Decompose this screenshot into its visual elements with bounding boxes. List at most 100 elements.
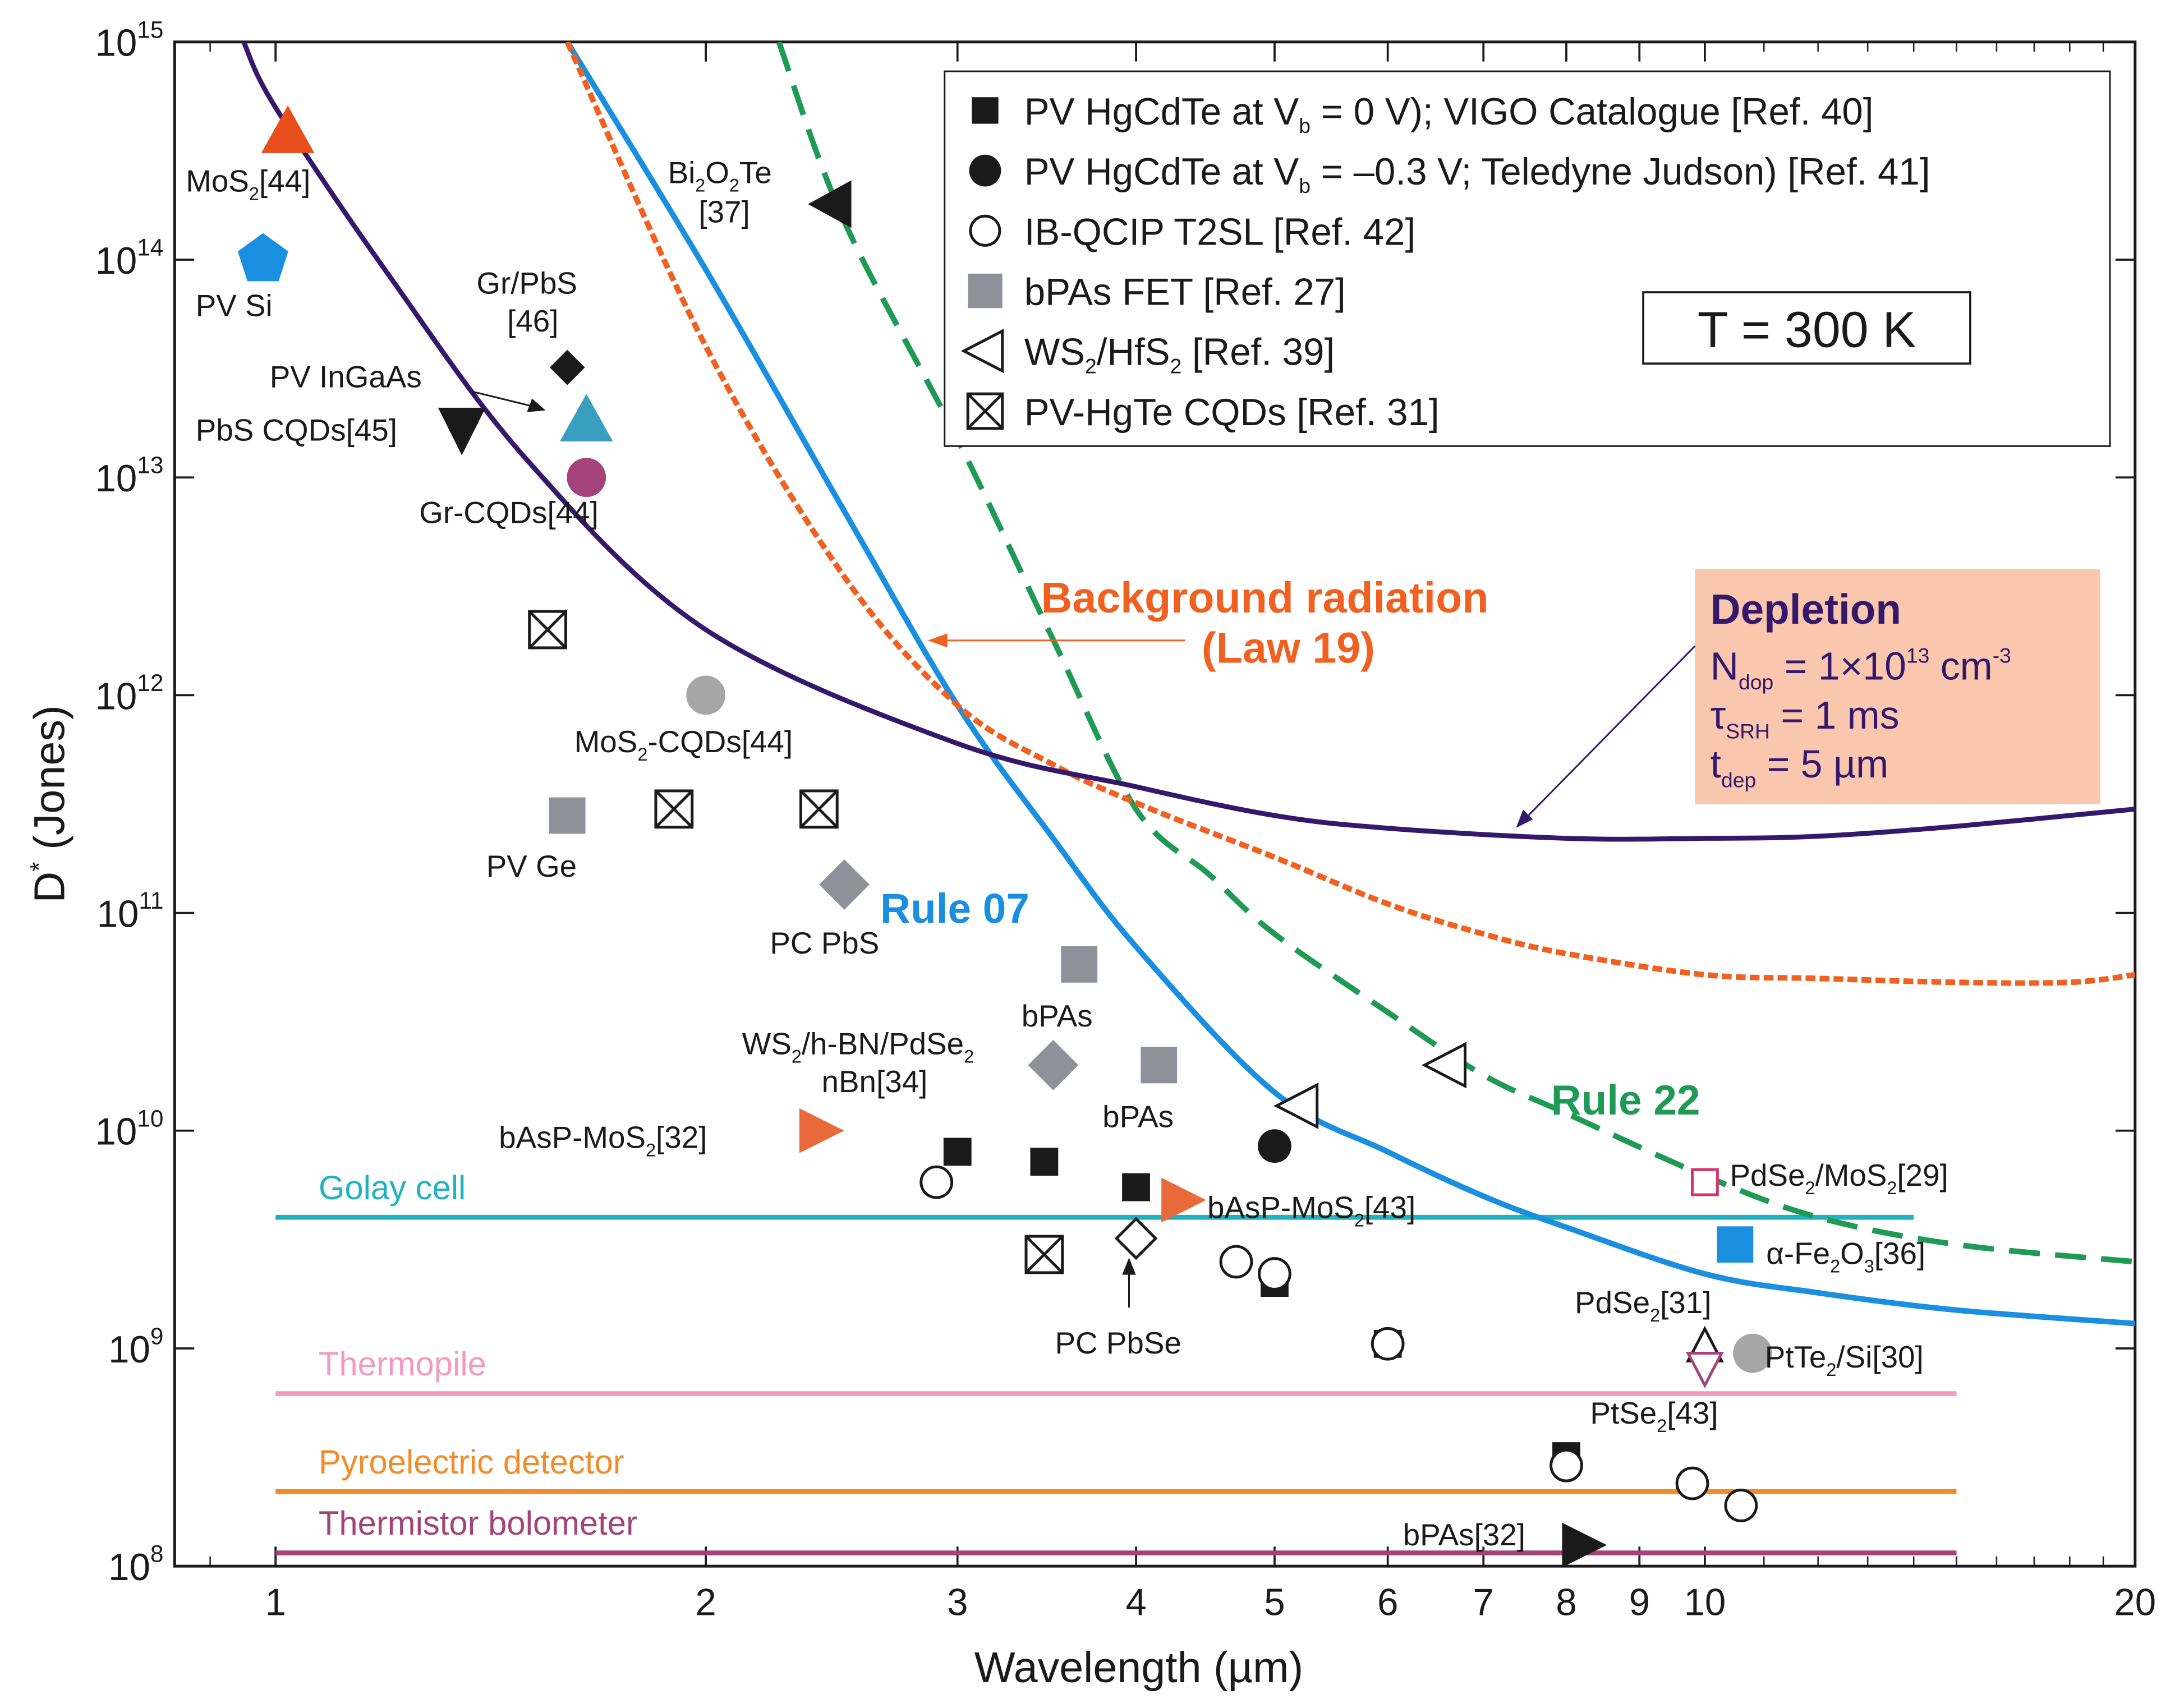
y-tick-label-8: 108 xyxy=(108,1541,163,1589)
rule22-label: Rule 22 xyxy=(1551,1076,1700,1124)
label-ptte2-si: PtTe2/Si[30] xyxy=(1765,1339,1924,1380)
y-tick-label-15: 1015 xyxy=(95,16,164,64)
point-ib-qcip-t2sl-0 xyxy=(919,1165,954,1199)
y-tick-label-11: 1011 xyxy=(97,887,164,935)
y-tick-label-13: 1013 xyxy=(95,452,164,500)
point-pv-hgcdte-at-vb-0-3-v-teledyne-judson-0-shape xyxy=(1258,1129,1291,1163)
label-pdse2-31: PdSe2[31] xyxy=(1575,1285,1711,1325)
x-tick-label-3: 3 xyxy=(947,1581,968,1623)
legend-box xyxy=(944,70,2111,447)
point-pv-ingaas xyxy=(559,394,613,441)
y-tick-label-14: 1014 xyxy=(95,234,164,282)
point-pv-hgcdte-at-vb-0-3-v-teledyne-judson-0 xyxy=(1258,1129,1291,1163)
point-ws2-hfs2-1 xyxy=(1421,1042,1467,1089)
legend-label-1: PV HgCdTe at Vb = –0.3 V; Teledyne Judso… xyxy=(1024,151,1930,197)
x-axis-title: Wavelength (µm) xyxy=(974,1643,1303,1692)
x-tick-label-2: 2 xyxy=(695,1581,716,1623)
background-label-line2: (Law 19) xyxy=(1202,624,1375,673)
point-gr-cqds-44 xyxy=(567,458,606,498)
point-ib-qcip-t2sl-3-shape xyxy=(1371,1327,1405,1361)
point-ib-qcip-t2sl-2 xyxy=(1258,1257,1291,1291)
label-pv-ge: PV Ge xyxy=(486,849,577,883)
curves-layer xyxy=(241,42,2135,1327)
point-pbs-cqds-45-shape xyxy=(438,407,486,455)
legend-symbol-1-shape xyxy=(969,154,1001,187)
legend-label-2: IB-QCIP T2SL [Ref. 42] xyxy=(1024,211,1416,253)
legend-symbol-4 xyxy=(960,329,1004,374)
label-pv-si: PV Si xyxy=(196,288,273,323)
markers-layer xyxy=(237,105,1772,1568)
depletion-tdep: tdep = 5 µm xyxy=(1711,742,1889,791)
label-pc-pbse: PC PbSe xyxy=(1055,1325,1181,1360)
ref-label-pyroelectric-detector: Pyroelectric detector xyxy=(319,1443,624,1481)
point-bpas-fet-1-shape xyxy=(1141,1047,1178,1084)
point-pv-hgte-cqds-3-x2 xyxy=(1025,1235,1064,1274)
point-ptse2-43-shape xyxy=(1685,1352,1724,1389)
legend-label-0: PV HgCdTe at Vb = 0 V); VIGO Catalogue [… xyxy=(1024,91,1874,137)
curve-rule-22 xyxy=(776,42,2135,1265)
depletion-arrow-line xyxy=(1525,645,1696,819)
point-pv-si xyxy=(237,233,288,282)
x-tick-label-4: 4 xyxy=(1125,1581,1146,1623)
point-ib-qcip-t2sl-1 xyxy=(1219,1245,1253,1279)
legend-symbol-4-shape xyxy=(960,329,1004,374)
label-pdse2-mos2: PdSe2/MoS2[29] xyxy=(1730,1158,1948,1198)
legend-symbol-2 xyxy=(969,214,1001,247)
x-tick-label-7: 7 xyxy=(1473,1581,1494,1623)
legend-symbol-1 xyxy=(969,154,1001,187)
point-pv-hgte-cqds-0-x2 xyxy=(528,610,567,649)
label-bi2o2te: Bi2O2Te xyxy=(668,155,772,196)
label-pbs-cqds: PbS CQDs[45] xyxy=(196,412,397,447)
point-ptse2-43 xyxy=(1685,1352,1724,1389)
point-ws2-h-bn-pdse2-nbn-34 xyxy=(1028,1040,1079,1090)
point-ib-qcip-t2sl-4-shape xyxy=(1550,1448,1583,1482)
point-pv-hgte-cqds-3 xyxy=(1024,1235,1064,1274)
point-pv-hgcdte-at-vb-0-v-vigo-0 xyxy=(943,1138,972,1166)
background-arrow xyxy=(927,633,1185,648)
arrowhead-pv-ingaas xyxy=(527,398,546,412)
legend-items: PV HgCdTe at Vb = 0 V); VIGO Catalogue [… xyxy=(960,91,1930,434)
legend-symbol-2-shape xyxy=(969,214,1001,247)
x-tick-label-20: 20 xyxy=(2114,1581,2156,1623)
ref-label-golay-cell: Golay cell xyxy=(319,1169,466,1207)
point-pv-hgcdte-at-vb-0-v-vigo-2 xyxy=(1122,1173,1150,1201)
point-pv-ge xyxy=(549,797,586,834)
rule07-label: Rule 07 xyxy=(880,885,1029,932)
point-labels: MoS2[44] PV Si Bi2O2Te [37] Gr/PbS [46] … xyxy=(186,155,1948,1552)
label-ws2-hbn: WS2/h-BN/PdSe2 xyxy=(742,1026,974,1067)
y-axis-title: D* (Jones) xyxy=(25,705,74,903)
label-gr-cqds: Gr-CQDs[44] xyxy=(419,495,599,530)
temperature-box: T = 300 K xyxy=(1642,291,1971,365)
label-ptse2: PtSe2[43] xyxy=(1590,1396,1718,1436)
point-pv-hgte-cqds-2-x2 xyxy=(799,790,838,828)
curve-background-radiation-law-19 xyxy=(564,42,2135,986)
label-mos2-cqds: MoS2-CQDs[44] xyxy=(574,724,793,765)
point-basp-mos2-43 xyxy=(1161,1177,1206,1223)
y-tick-label-12: 1012 xyxy=(95,670,164,717)
point-basp-mos2-43-shape xyxy=(1161,1177,1206,1223)
label-pc-pbs: PC PbS xyxy=(770,926,879,960)
x-tick-label-6: 6 xyxy=(1377,1581,1398,1623)
point-ib-qcip-t2sl-5-shape xyxy=(1675,1466,1709,1500)
depletion-title: Depletion xyxy=(1711,586,1901,633)
legend-label-4: WS2/HfS2 [Ref. 39] xyxy=(1024,331,1335,378)
pointer-arrows xyxy=(472,390,1136,1307)
point-bi2o2te-37 xyxy=(808,180,852,228)
legend-symbol-3 xyxy=(968,273,1003,309)
point-ib-qcip-t2sl-6 xyxy=(1724,1489,1758,1522)
point-ws2-hfs2-0-shape xyxy=(1273,1083,1319,1130)
axes-layer: 1 2 3 4 5 6 7 8 9 10 20 108 109 1010 1011 1012 1013 1014 1… xyxy=(95,16,2157,1623)
point-bpas-32-shape xyxy=(1562,1522,1607,1568)
depletion-box-bg xyxy=(1695,569,2100,804)
depletion-arrowhead xyxy=(1516,809,1533,828)
y-tick-label-9: 109 xyxy=(108,1323,163,1370)
legend-label-3: bPAs FET [Ref. 27] xyxy=(1024,271,1346,313)
point-pdse2-mos2-29-shape xyxy=(1690,1168,1719,1196)
point-gr-pbs-46 xyxy=(549,349,585,385)
label-mos2-44: MoS2[44] xyxy=(186,164,310,204)
point-gr-pbs-46-shape xyxy=(549,349,585,385)
point-ptte2-si-30-shape xyxy=(1733,1333,1772,1373)
point-pc-pbs-shape xyxy=(819,859,870,910)
point-pc-pbse xyxy=(1114,1217,1158,1260)
y-tick-label-10: 1010 xyxy=(95,1105,164,1153)
